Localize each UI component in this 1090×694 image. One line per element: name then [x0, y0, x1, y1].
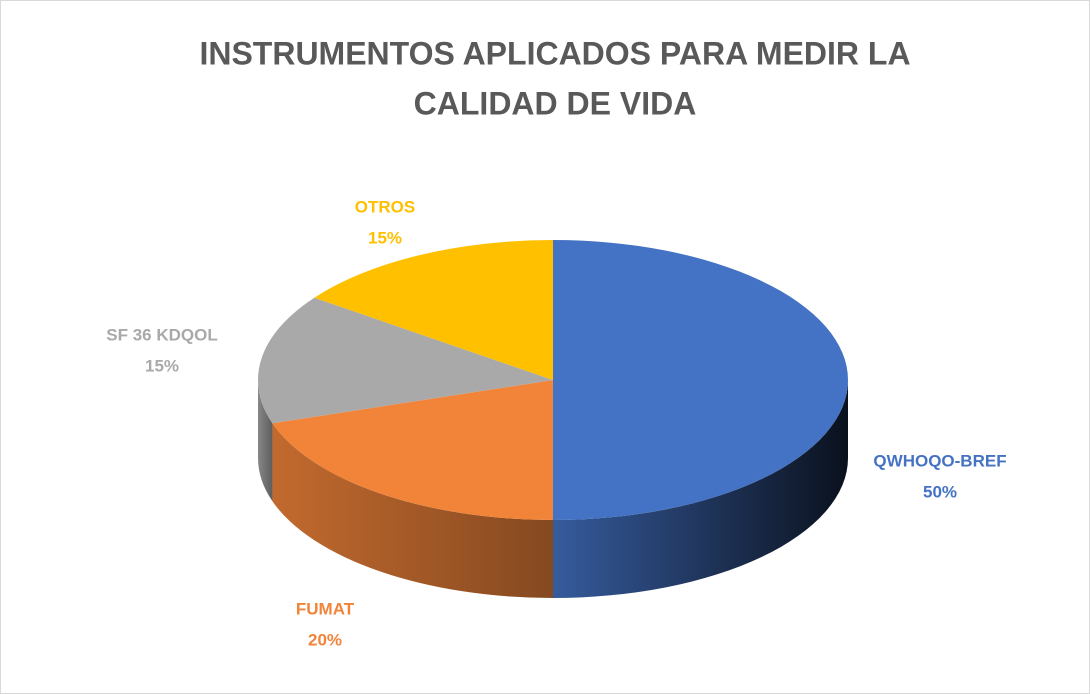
chart-title: INSTRUMENTOS APLICADOS PARA MEDIR LA: [199, 35, 910, 71]
data-label-name: QWHOQO-BREF: [873, 451, 1006, 470]
pie-slice-side: [272, 423, 553, 598]
data-label-name: FUMAT: [296, 599, 355, 618]
pie-slice: [257, 297, 553, 424]
chart-title: CALIDAD DE VIDA: [414, 85, 697, 121]
pie-slice: [553, 240, 848, 520]
data-label-name: OTROS: [355, 197, 415, 216]
data-label-value: 15%: [368, 228, 402, 247]
data-label-name: SF 36 KDQOL: [106, 325, 217, 344]
pie-slice: [272, 380, 553, 520]
data-label-value: 15%: [145, 356, 179, 375]
pie-slice-side: [553, 380, 848, 598]
data-label-value: 50%: [923, 482, 957, 501]
pie-slice-side: [258, 380, 273, 502]
data-label-value: 20%: [308, 630, 342, 649]
pie-slice: [314, 240, 553, 380]
